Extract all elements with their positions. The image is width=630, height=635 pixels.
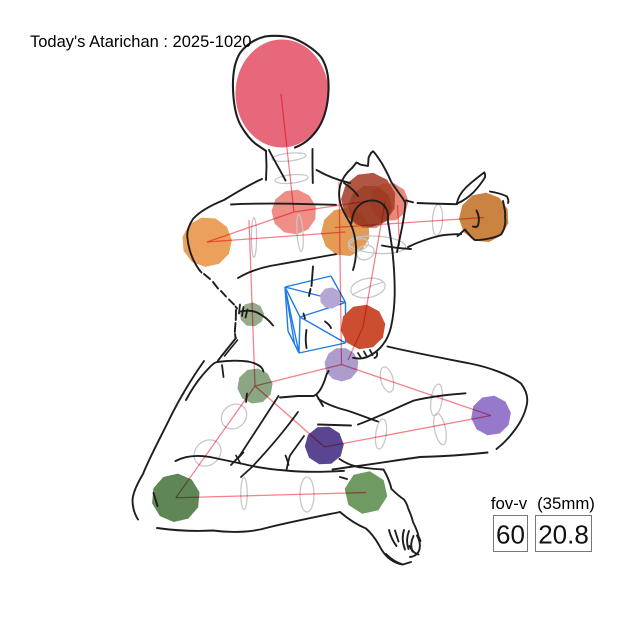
svg-text:20.8: 20.8 [538, 520, 589, 550]
svg-text:60: 60 [496, 520, 525, 550]
svg-text:fov-v: fov-v [491, 494, 528, 513]
svg-text:(35mm): (35mm) [537, 494, 595, 513]
svg-text:Today's Atarichan : 2025-1020: Today's Atarichan : 2025-1020 [30, 33, 251, 51]
